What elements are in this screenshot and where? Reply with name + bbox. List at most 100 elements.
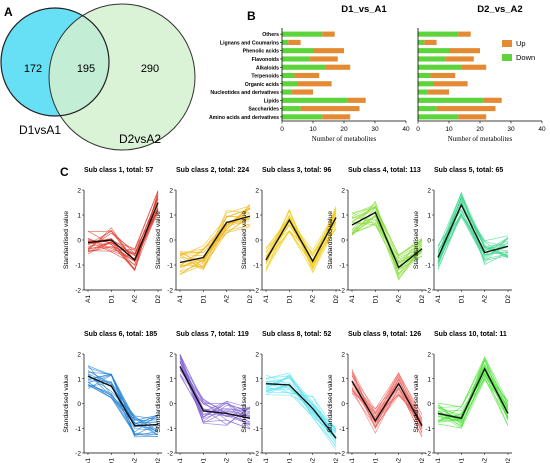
y-tick-label: -2 xyxy=(75,451,81,458)
profile-line xyxy=(179,220,251,268)
bar-down-amino-acids-and-derivatives xyxy=(418,114,459,120)
y-tick-label: -2 xyxy=(253,288,259,295)
bar-down-organic-acids xyxy=(282,81,298,87)
y-tick-label: 0 xyxy=(169,238,173,245)
x-tick-label: 30 xyxy=(507,126,515,133)
subplot-7: Sub class 7, total: 119 -2 -1 0 1 2 A1 D1 A2 D2 St… xyxy=(155,331,254,463)
x-tick-label: 0 xyxy=(280,126,284,133)
category-label-others: Others xyxy=(262,32,279,38)
y-tick-label: 0 xyxy=(341,238,345,245)
x-tick-label: D1 xyxy=(108,295,115,304)
profile-line xyxy=(179,208,251,257)
subplot-1: Sub class 1, total: 57 -2 -1 0 1 2 A1 D1 A2 D2 Sta… xyxy=(63,167,162,303)
x-tick-label: 20 xyxy=(476,126,484,133)
profile-line xyxy=(179,354,251,413)
subplot-title: Sub class 9, total: 126 xyxy=(348,331,421,338)
y-axis-label: Standardised value xyxy=(241,211,248,269)
y-tick-label: 2 xyxy=(77,188,81,195)
bar-up-terpenoids xyxy=(294,72,320,79)
bar-up-amino-acids-and-derivatives xyxy=(322,114,351,120)
mean-line xyxy=(87,375,159,427)
bar-x-axis-label: Number of metabolites xyxy=(448,135,513,143)
x-tick-label: D1 xyxy=(286,295,293,304)
profile-line xyxy=(265,222,337,273)
subplot-title: Sub class 2, total: 224 xyxy=(176,167,249,174)
profile-line xyxy=(265,374,337,428)
mean-line xyxy=(87,202,159,262)
venn-circle-d1vsa1-outline xyxy=(0,7,110,117)
mean-line xyxy=(179,215,251,264)
profile-line xyxy=(265,375,337,444)
profile-line xyxy=(351,369,423,437)
x-tick-label: A2 xyxy=(132,295,139,303)
x-tick-label: 0 xyxy=(416,126,420,133)
bar-down-organic-acids xyxy=(418,81,434,87)
y-tick-label: 1 xyxy=(255,376,259,383)
y-axis-label: Standardised value xyxy=(413,374,420,432)
y-tick-label: -2 xyxy=(167,451,173,458)
x-tick-label: 30 xyxy=(371,126,379,133)
x-tick-label: A2 xyxy=(224,295,231,303)
x-tick-label: A2 xyxy=(396,295,403,303)
x-tick-label: A1 xyxy=(349,458,356,463)
bar-up-flavonoids xyxy=(309,56,338,62)
y-tick-label: 2 xyxy=(341,188,345,195)
x-tick-label: D2 xyxy=(247,295,254,304)
subplot-6: Sub class 6, total: 185 -2 -1 0 1 2 A1 D1 A2 D2 St… xyxy=(63,331,162,463)
x-tick-label: 40 xyxy=(402,126,410,133)
subplot-10: Sub class 10, total: 11 -2 -1 0 1 2 A1 D1 A2 D2 St… xyxy=(413,331,512,463)
y-tick-label: -1 xyxy=(253,426,259,433)
x-tick-label: A2 xyxy=(310,295,317,303)
venn-count-d1vsa1-only: 172 xyxy=(24,63,42,75)
y-axis-label: Standardised value xyxy=(413,211,420,269)
profile-line xyxy=(179,207,251,271)
x-tick-label: D2 xyxy=(419,295,426,304)
legend-label-down: Down xyxy=(516,53,535,62)
x-tick-label: A2 xyxy=(482,458,489,463)
profile-line xyxy=(87,384,159,433)
bar-down-lignans-and-coumarins xyxy=(282,39,289,45)
mean-line xyxy=(265,217,337,263)
x-tick-label: D2 xyxy=(333,295,340,304)
bar-down-alkaloids xyxy=(418,64,462,70)
profile-line xyxy=(179,208,251,270)
profile-line xyxy=(351,386,423,432)
x-tick-label: D1 xyxy=(458,458,465,463)
category-label-phenolic-acids: Phenolic acids xyxy=(243,49,279,55)
x-tick-label: A1 xyxy=(177,295,184,303)
category-label-amino-acids-and-derivatives: Amino acids and derivatives xyxy=(209,115,279,121)
y-tick-label: 0 xyxy=(77,238,81,245)
profile-line xyxy=(265,221,337,266)
profile-line xyxy=(265,380,337,442)
venn-label-d2vsa2: D2vsA2 xyxy=(119,132,161,146)
y-tick-label: -2 xyxy=(425,288,431,295)
bar-up-others xyxy=(322,31,335,37)
profile-line xyxy=(437,213,509,263)
x-tick-label: A1 xyxy=(263,295,270,303)
bar-up-alkaloids xyxy=(325,64,351,70)
x-tick-label: 20 xyxy=(340,126,348,133)
x-tick-label: A1 xyxy=(349,295,356,303)
profile-line xyxy=(437,191,509,255)
x-tick-label: D1 xyxy=(200,458,207,463)
bar-down-nucleotides-and-derivatives xyxy=(418,89,428,95)
cluster-line-plots: Sub class 1, total: 57 -2 -1 0 1 2 A1 D1 A2 D2 Sta… xyxy=(63,167,512,463)
y-axis-label: Standardised value xyxy=(155,211,162,269)
y-axis-label: Standardised value xyxy=(63,374,70,432)
bar-up-flavonoids xyxy=(445,56,474,62)
x-tick-label: A1 xyxy=(263,458,270,463)
profile-line xyxy=(179,221,251,255)
y-tick-label: -2 xyxy=(425,451,431,458)
x-tick-label: D2 xyxy=(333,458,340,463)
profile-line xyxy=(437,214,509,256)
x-tick-label: A1 xyxy=(435,295,442,303)
mean-line xyxy=(351,380,423,427)
bar-down-saccharides xyxy=(282,106,301,112)
y-tick-label: -1 xyxy=(425,426,431,433)
subplot-5: Sub class 5, total: 65 -2 -1 0 1 2 A1 D1 A2 D2 Sta… xyxy=(413,167,512,303)
venn-diagram: 172 195 290 D1vsA1 D2vsA2 xyxy=(0,3,196,151)
y-tick-label: 2 xyxy=(169,188,173,195)
mean-line xyxy=(265,383,337,439)
y-tick-label: 1 xyxy=(169,213,173,220)
venn-label-d1vsa1: D1vsA1 xyxy=(19,123,61,137)
